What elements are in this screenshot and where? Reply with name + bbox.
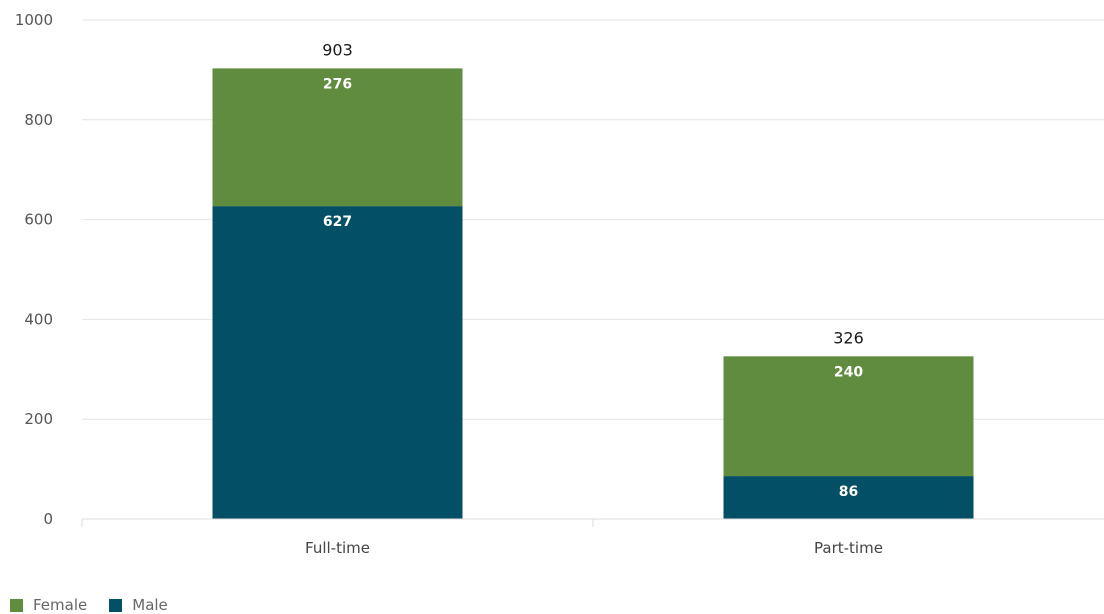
x-tick-label: Full-time [305,539,370,557]
legend-label-female: Female [33,596,88,614]
bars [212,68,974,519]
y-tick-label: 400 [24,310,53,328]
data-label: 627 [323,214,352,230]
legend-label-male: Male [132,596,168,614]
stacked-bar-chart: 0 200 400 600 800 1000 627 276 903 86 240 326 Full… [15,11,1104,557]
legend: Female Male [10,596,182,614]
data-label: 86 [839,484,858,500]
y-tick-label: 200 [24,410,53,428]
data-labels: 627 276 903 86 240 326 [322,40,864,500]
y-tick-label: 600 [24,211,53,229]
y-tick-label: 800 [24,111,53,129]
bar-male-full-time [212,206,463,519]
bar-female-full-time [212,68,463,207]
legend-swatch-male [109,598,123,612]
x-tick-label: Part-time [814,539,883,557]
bar-male-part-time [723,476,974,519]
legend-item-female: Female [10,596,87,614]
data-label: 276 [323,76,352,92]
total-label: 326 [833,328,864,347]
y-tick-label: 1000 [15,11,53,29]
y-axis: 0 200 400 600 800 1000 [15,11,53,528]
bar-female-part-time [723,356,974,477]
y-tick-label: 0 [43,510,53,528]
total-label: 903 [322,40,353,59]
x-axis: Full-time Part-time [81,518,1104,557]
legend-swatch-female [10,598,23,612]
data-label: 240 [834,364,863,380]
legend-item-male: Male [109,596,168,614]
